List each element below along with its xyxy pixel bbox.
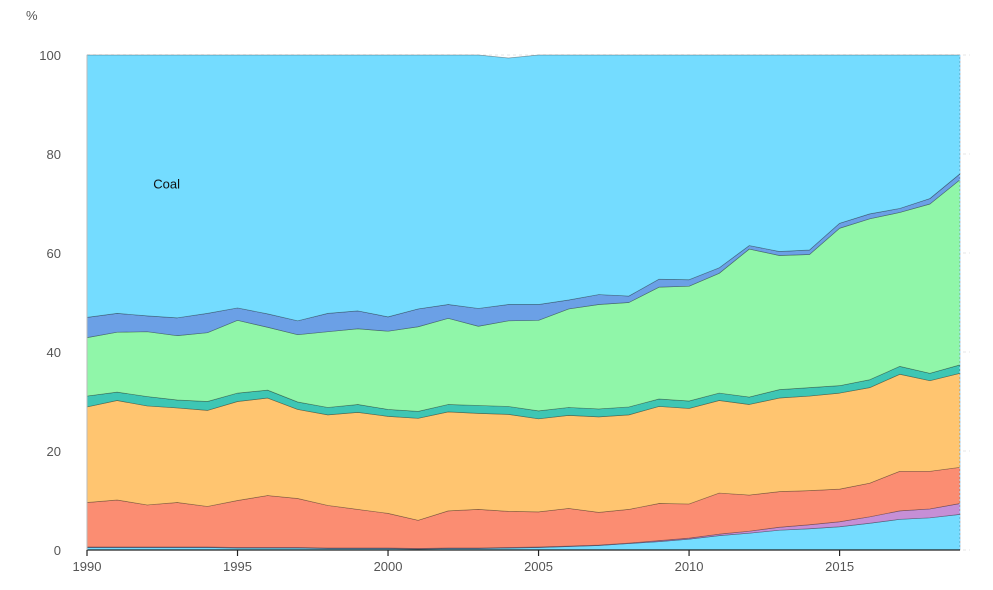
x-tick-label: 2005 bbox=[524, 559, 553, 574]
y-unit-label: % bbox=[26, 8, 38, 23]
x-tick-labels: 1990 1995 2000 2005 2010 2015 bbox=[73, 559, 855, 574]
x-tick-label: 2015 bbox=[825, 559, 854, 574]
series-annotation: Coal bbox=[153, 177, 180, 192]
x-tick-label: 1995 bbox=[223, 559, 252, 574]
area-series-8 bbox=[86, 54, 961, 322]
y-tick-label: 0 bbox=[54, 543, 61, 558]
y-tick-label: 20 bbox=[47, 444, 61, 459]
y-tick-label: 40 bbox=[47, 345, 61, 360]
x-tick-label: 2010 bbox=[675, 559, 704, 574]
y-tick-label: 80 bbox=[47, 147, 61, 162]
y-tick-label: 60 bbox=[47, 246, 61, 261]
y-tick-labels: 0 20 40 60 80 100 bbox=[39, 48, 61, 558]
x-tick-label: 2000 bbox=[374, 559, 403, 574]
annotations: Coal bbox=[153, 177, 180, 192]
axes bbox=[86, 55, 961, 556]
y-tick-label: 100 bbox=[39, 48, 61, 63]
area-series bbox=[86, 54, 961, 551]
x-tick-label: 1990 bbox=[73, 559, 102, 574]
